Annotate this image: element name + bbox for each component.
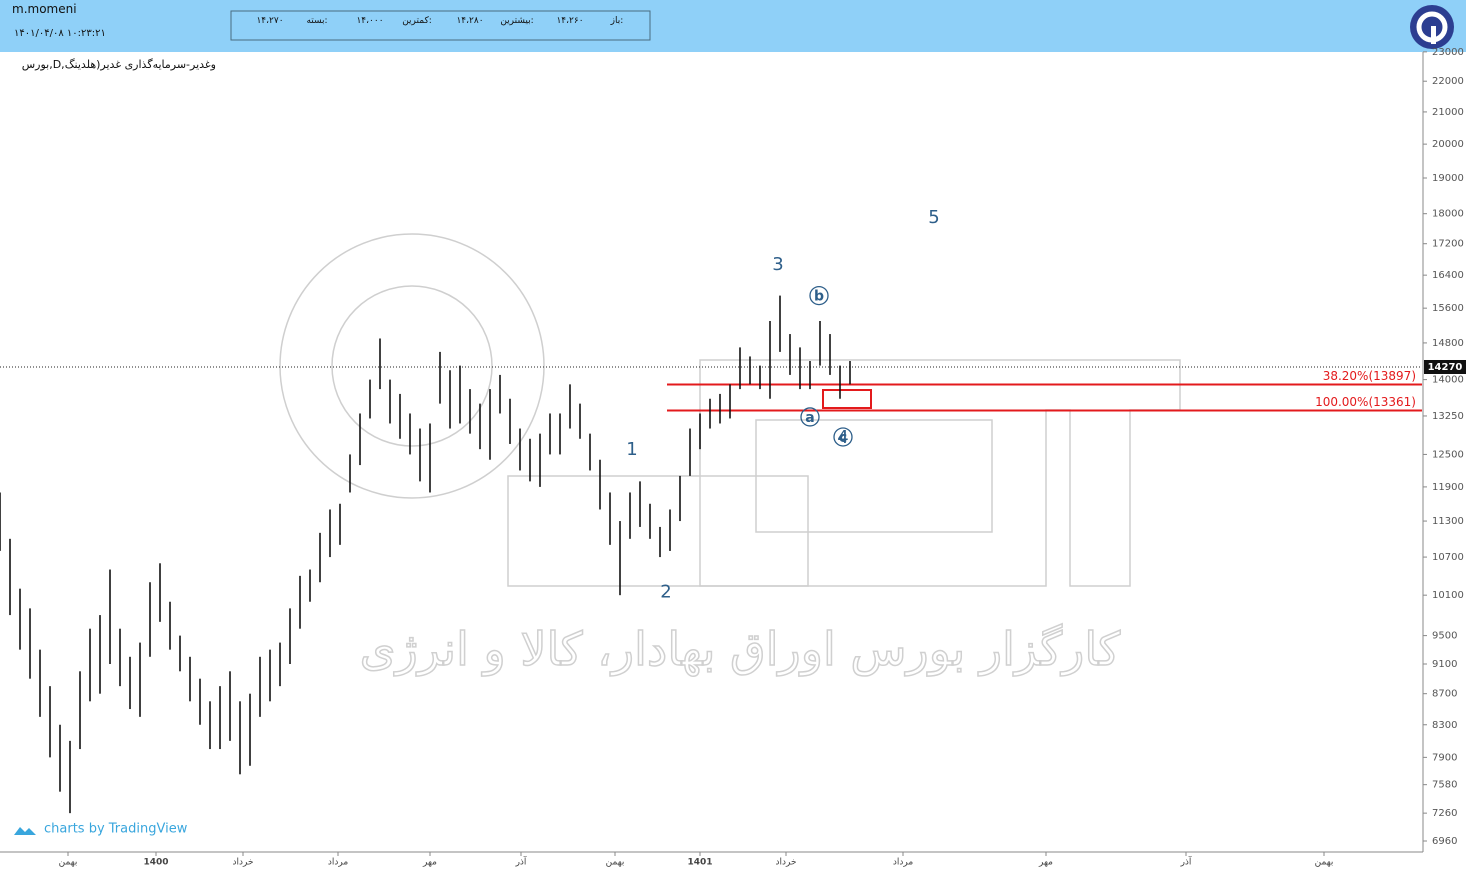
y-tick-label: 23000 bbox=[1432, 47, 1464, 58]
y-tick-label: 6960 bbox=[1432, 836, 1457, 847]
credit-text: charts by TradingView bbox=[44, 822, 188, 837]
logo bbox=[1410, 5, 1454, 49]
quote-box bbox=[230, 10, 651, 41]
wave-label: 4 bbox=[837, 427, 848, 448]
watermark-text: کارگزار بورس اوراق بهادار، کالا و انرژی bbox=[360, 622, 1121, 677]
x-tick-label: آذر bbox=[515, 856, 527, 868]
y-tick-label: 10100 bbox=[1432, 590, 1464, 601]
y-tick-label: 14000 bbox=[1432, 375, 1464, 386]
fib-label: 38.20%(13897) bbox=[1323, 369, 1416, 383]
quote-label: باز: bbox=[610, 16, 624, 26]
symbol: بورس,D,وغدیر-سرمایه‌گذاری غدیر(هلدینگ bbox=[22, 58, 216, 71]
wave-label: a bbox=[805, 410, 814, 426]
y-tick-label: 11300 bbox=[1432, 516, 1464, 527]
y-tick-label: 15600 bbox=[1432, 303, 1464, 314]
x-tick-label: خرداد bbox=[232, 858, 253, 868]
wave-label: b bbox=[814, 289, 824, 305]
x-tick-label: بهمن bbox=[59, 858, 78, 868]
x-tick-label: بهمن bbox=[606, 858, 625, 868]
y-tick-label: 19000 bbox=[1432, 173, 1464, 184]
fib-label: 100.00%(13361) bbox=[1315, 395, 1416, 409]
quote-label: کمترین: bbox=[402, 16, 432, 26]
x-tick-label: آذر bbox=[1180, 856, 1192, 868]
wave-circle bbox=[800, 407, 820, 427]
wave-label: 1 bbox=[626, 439, 637, 460]
y-tick-label: 7580 bbox=[1432, 780, 1457, 791]
y-tick-label: 18000 bbox=[1432, 209, 1464, 220]
quote-value: ۱۴،۰۰۰ bbox=[356, 16, 383, 26]
y-tick-label: 8300 bbox=[1432, 720, 1457, 731]
x-tick-label: 1401 bbox=[687, 858, 712, 868]
quote-value: ۱۴،۲۷۰ bbox=[256, 16, 283, 26]
header-bar bbox=[0, 0, 1466, 52]
user: m.momeni bbox=[12, 2, 77, 16]
watermark bbox=[279, 233, 1181, 587]
y-tick-label: 8700 bbox=[1432, 689, 1457, 700]
x-tick-label: 1400 bbox=[143, 858, 168, 868]
credit: charts by TradingView bbox=[14, 822, 188, 837]
x-tick-label: بهمن bbox=[1315, 858, 1334, 868]
x-tick-label: مرداد bbox=[328, 858, 348, 868]
target-zone bbox=[822, 389, 872, 409]
y-tick-label: 10700 bbox=[1432, 552, 1464, 563]
y-tick-label: 17200 bbox=[1432, 239, 1464, 250]
y-tick-label: 20000 bbox=[1432, 139, 1464, 150]
y-tick-label: 7900 bbox=[1432, 752, 1457, 763]
wave-circle bbox=[809, 285, 829, 306]
quote-label: بیشترین: bbox=[500, 16, 533, 26]
x-tick-label: مهر bbox=[1038, 858, 1053, 868]
wave-label: c bbox=[839, 430, 847, 446]
x-tick-label: مهر bbox=[422, 858, 437, 868]
plot bbox=[0, 285, 1422, 814]
timestamp: ۱۴۰۱/۰۴/۰۸ ۱۰:۲۳:۲۱ bbox=[14, 28, 106, 39]
y-tick-label: 12500 bbox=[1432, 449, 1464, 460]
last-price-label: 14270 bbox=[1428, 362, 1463, 373]
y-tick-label: 7260 bbox=[1432, 808, 1457, 819]
wave-circle bbox=[833, 427, 853, 447]
x-tick-label: مرداد bbox=[893, 858, 913, 868]
x-tick-label: خرداد bbox=[775, 858, 796, 868]
quote-value: ۱۴،۲۸۰ bbox=[456, 16, 483, 26]
last-price-box bbox=[1424, 359, 1466, 374]
wave-label: 2 bbox=[660, 581, 671, 602]
quote-value: ۱۴،۲۶۰ bbox=[556, 16, 583, 26]
wave-label: 5 bbox=[928, 207, 939, 228]
y-tick-label: 22000 bbox=[1432, 76, 1464, 87]
y-tick-label: 9100 bbox=[1432, 659, 1457, 670]
wave-label: 3 bbox=[772, 254, 783, 275]
y-tick-label: 13250 bbox=[1432, 411, 1464, 422]
quote-label: بسته: bbox=[306, 16, 327, 26]
y-tick-label: 21000 bbox=[1432, 107, 1464, 118]
y-tick-label: 14800 bbox=[1432, 338, 1464, 349]
y-tick-label: 9500 bbox=[1432, 631, 1457, 642]
y-tick-label: 16400 bbox=[1432, 270, 1464, 281]
y-tick-label: 11900 bbox=[1432, 482, 1464, 493]
